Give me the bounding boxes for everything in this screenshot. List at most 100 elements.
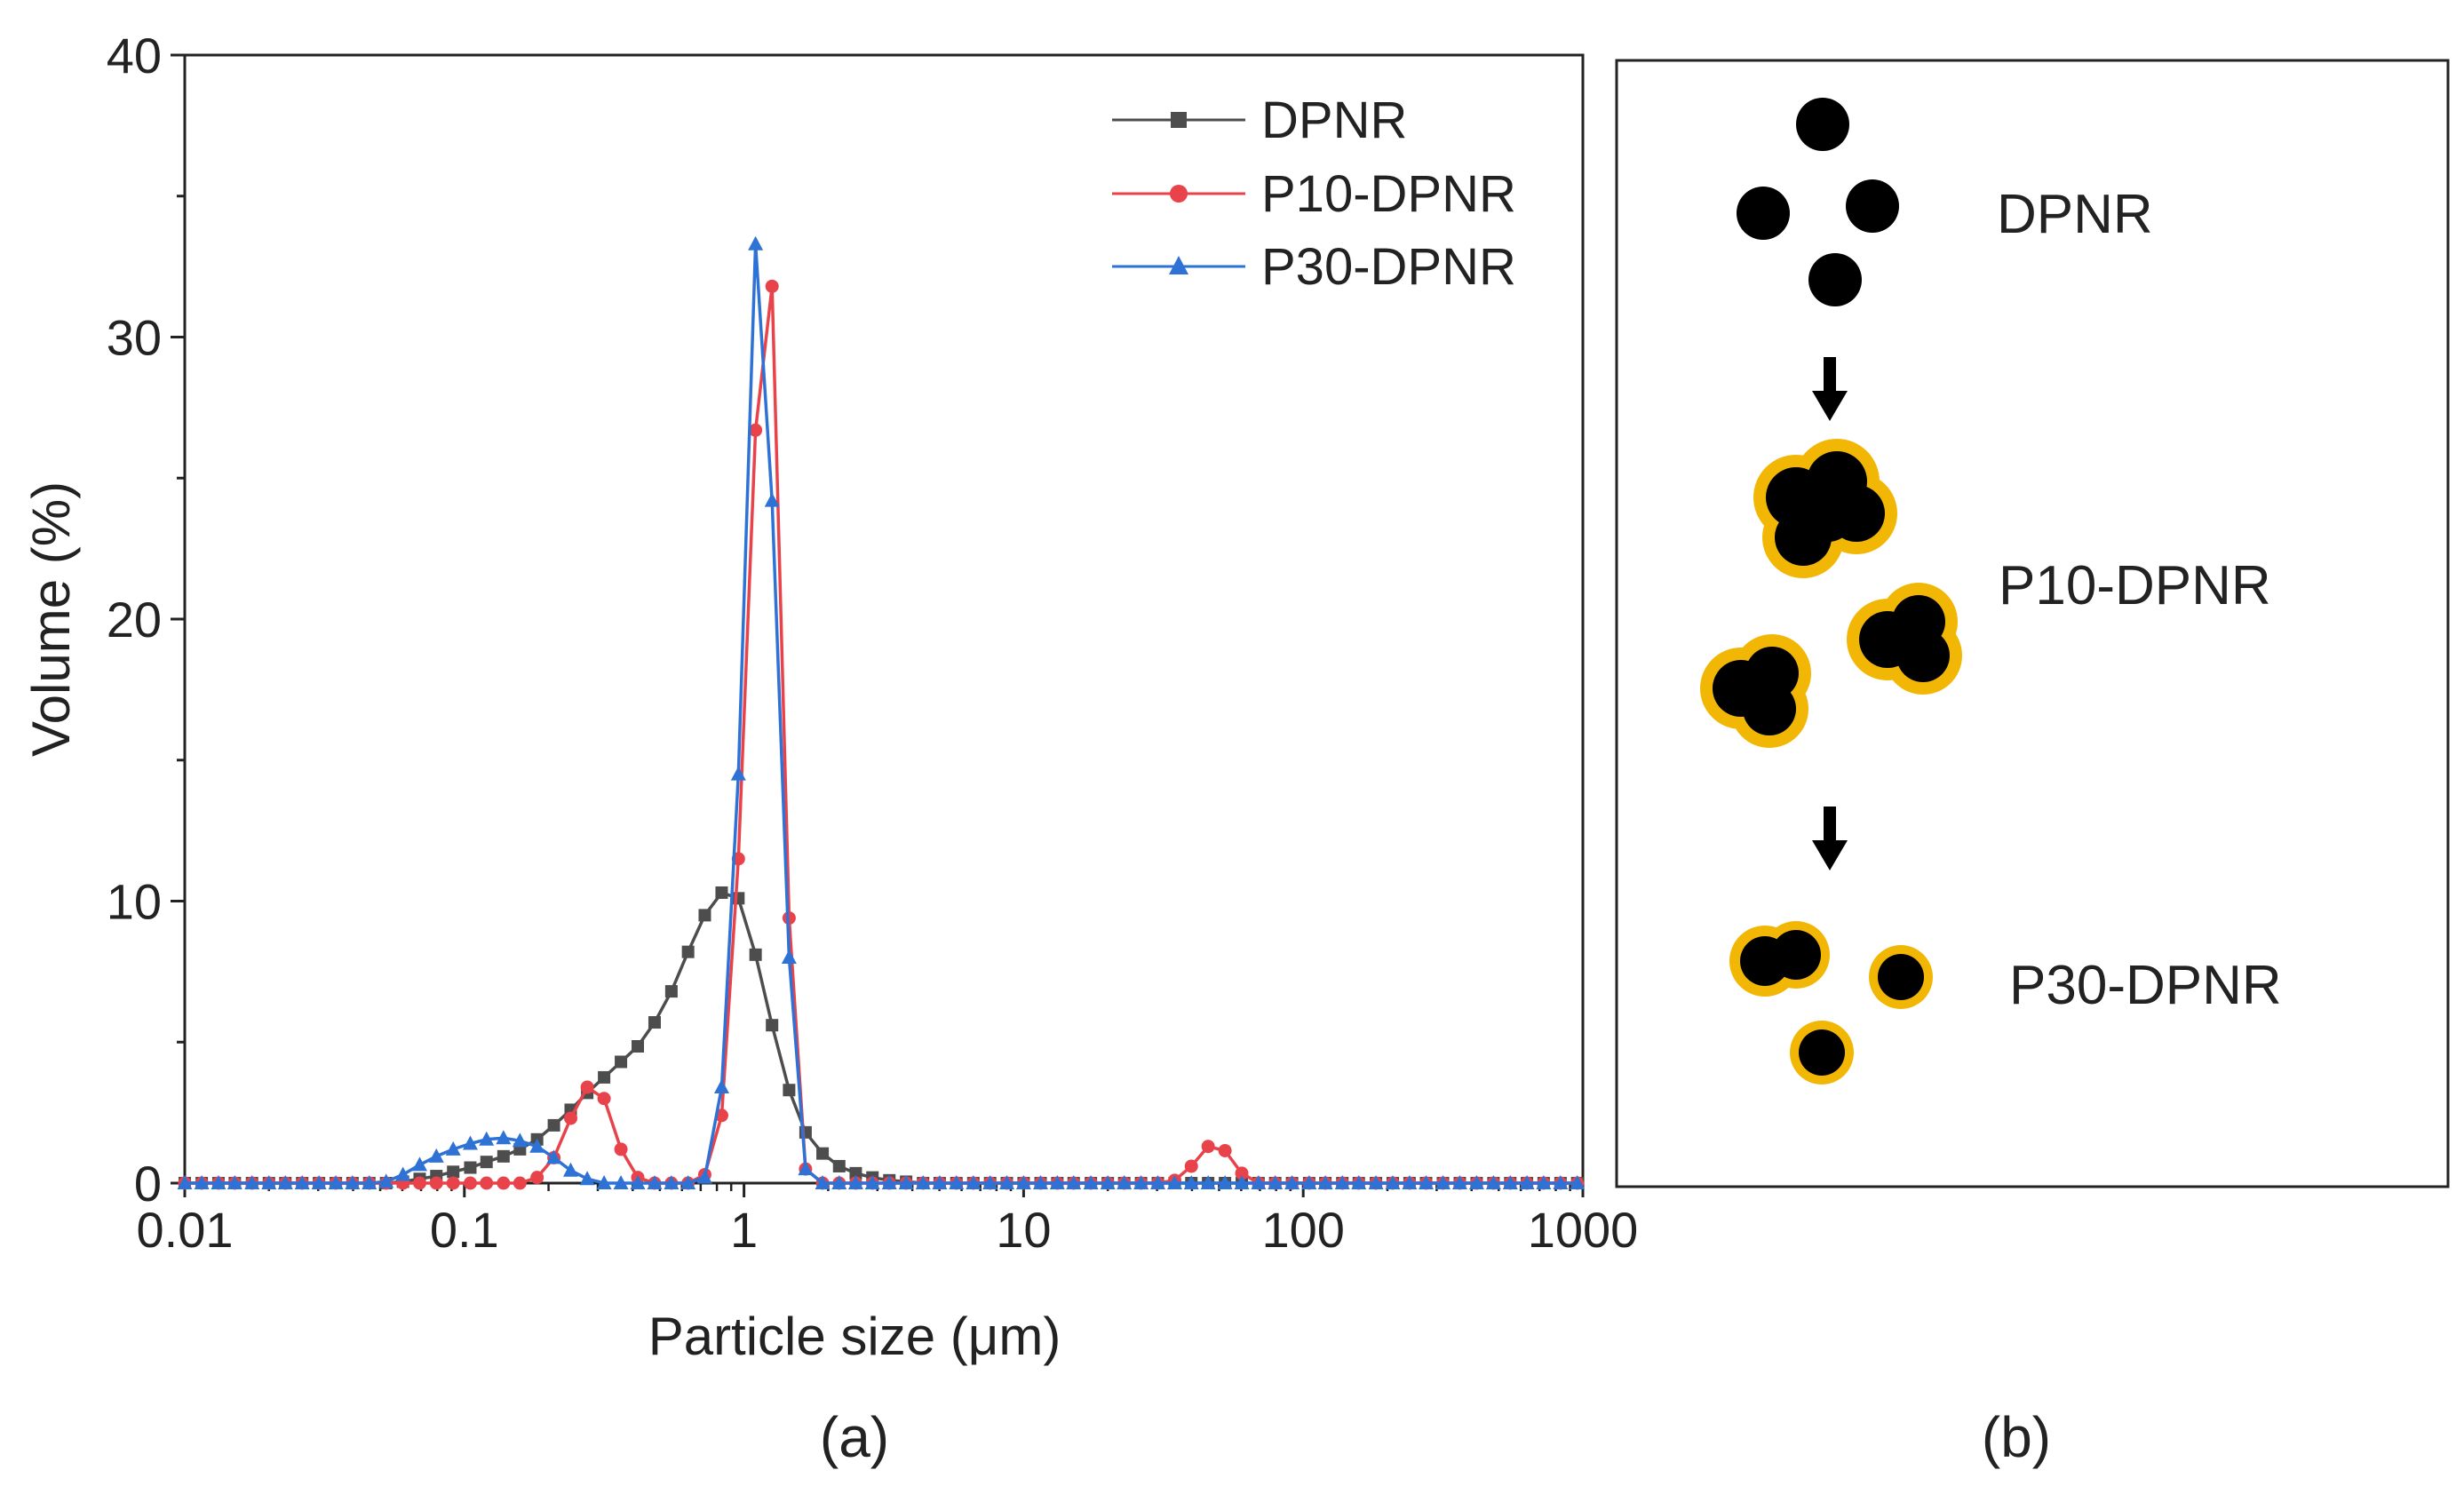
data-point [462,1135,478,1150]
data-point [748,235,764,250]
data-point [480,1176,494,1190]
data-point [1166,1175,1182,1189]
data-point [464,1161,477,1174]
data-point [1317,1175,1333,1189]
data-point [613,1175,629,1189]
data-point [864,1175,880,1189]
data-point [596,1175,612,1189]
data-point [480,1156,493,1169]
data-point [999,1175,1015,1189]
x-tick-label: 0.01 [137,1202,234,1258]
data-point [597,1092,611,1106]
schematic-label-p30-dpnr: P30-DPNR [2009,955,2282,1016]
data-point [764,492,780,507]
panel-b-caption: (b) [1982,1405,2051,1469]
data-point [1235,1166,1249,1180]
data-point [647,1175,663,1189]
y-axis-ticks: 0 10 20 30 40 [107,28,185,1212]
data-point [1117,1175,1133,1189]
data-point [1033,1175,1049,1189]
data-point [529,1138,545,1153]
particle [1808,253,1862,306]
y-tick-label: 0 [134,1156,162,1212]
data-point [445,1140,461,1156]
data-point [1066,1175,1082,1189]
particle [1737,187,1790,240]
data-point [1183,1175,1199,1189]
data-point [1435,1175,1451,1189]
data-point [1015,1175,1031,1189]
legend-label-dpnr: DPNR [1261,91,1407,149]
plot-frame [183,53,1585,1185]
data-point [1485,1175,1501,1189]
data-point [730,766,746,781]
data-point [598,1070,611,1084]
data-point [831,1175,847,1189]
data-point [847,1175,863,1189]
data-point [615,1055,628,1069]
data-point [479,1131,495,1146]
data-point [798,1161,814,1176]
legend: DPNR P10-DPNR P30-DPNR [1112,91,1516,296]
data-point [1083,1175,1099,1189]
data-point [783,1084,796,1097]
schematic-label-p10-dpnr: P10-DPNR [1999,555,2271,616]
data-point [832,1159,846,1172]
data-point [429,1176,443,1190]
y-tick-label: 20 [107,592,162,648]
data-point [1184,1159,1198,1173]
data-point [562,1162,578,1177]
particle [1846,179,1899,233]
data-point [915,1175,931,1189]
x-axis-label: Particle size (μm) [648,1307,1061,1366]
data-point [446,1176,460,1190]
data-point [881,1175,897,1189]
data-point [512,1132,528,1148]
data-point [294,1175,310,1189]
data-point [1385,1175,1401,1189]
down-arrow-icon [1812,807,1848,870]
data-point [1284,1175,1300,1189]
data-point [781,950,797,964]
data-point [1451,1175,1467,1189]
series-line-p30-dpnr [185,242,1578,1185]
data-point [1218,1143,1232,1157]
data-point [681,945,695,958]
data-point [1536,1175,1552,1189]
dpnr-particles [1737,98,1899,306]
data-point [765,279,779,293]
data-point [177,1175,193,1189]
data-point [715,886,728,899]
particle [1796,98,1849,151]
data-point [1368,1175,1384,1189]
data-point [816,1147,830,1160]
y-tick-label: 30 [107,310,162,366]
data-point [428,1148,444,1163]
legend-marker-dpnr [1171,112,1187,128]
data-point [497,1176,511,1190]
series-layer [177,235,1586,1190]
data-point [1150,1175,1166,1189]
p30-particles [1729,921,1933,1085]
data-point [696,1169,712,1184]
data-point [1468,1175,1484,1189]
series-p30-dpnr [177,235,1586,1189]
panel-a-caption: (a) [820,1405,889,1469]
data-point [680,1175,696,1189]
data-point [648,1016,661,1029]
data-point [1049,1175,1065,1189]
x-axis-ticks: 0.01 0.1 1 10 100 1000 [137,1183,1638,1258]
schematic-frame [1615,59,2450,1188]
data-point [1217,1175,1233,1189]
data-point [949,1175,965,1189]
y-tick-label: 40 [107,28,162,83]
data-point [1570,1175,1586,1189]
data-point [580,1080,594,1094]
data-point [227,1175,242,1189]
data-point [211,1175,227,1189]
data-point [766,1019,779,1032]
data-point [277,1175,293,1189]
data-point [311,1175,327,1189]
x-tick-label: 10 [996,1202,1051,1258]
